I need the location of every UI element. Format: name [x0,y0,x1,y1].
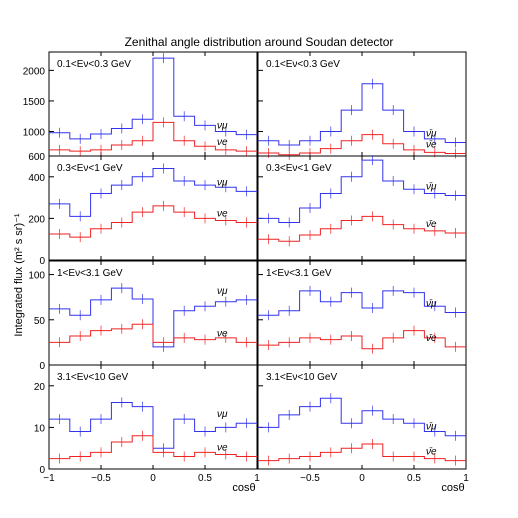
series-line-numu [49,57,257,140]
series-label: νe [217,209,228,220]
x-tick-label: −0.5 [91,473,111,484]
y-tick-label: 100 [28,271,45,282]
y-tick-label: 400 [28,173,45,184]
y-axis-label: Integrated flux (m² s sr)⁻¹ [13,213,25,337]
x-tick-label: 0 [359,473,365,484]
panel-energy-label: 0.3<Eν<1 GeV [266,163,332,174]
panel-row2-right: ν̄μ ν̄e 0.3<Eν<1 GeV [257,155,467,261]
x-axis-group: −1 −0.5 0 0.5 1 −0.5 0 0.5 1 [43,473,469,484]
y-tick-label: 20 [34,382,46,393]
series-line-numu [258,397,466,437]
series-line-numu [258,290,466,316]
x-axis-label-left: cosθ [232,482,255,494]
series-line-numu [49,167,257,217]
panel-row1-left: 600 1000 1500 2000 νμ νe 0.1<Eν<0.3 GeV [23,51,258,163]
x-tick-label: 0 [150,473,156,484]
series-line-nue [49,435,257,460]
series-line-nue [49,121,257,152]
x-tick-label: −0.5 [300,473,320,484]
series-line-nue [49,205,257,238]
y-tick-label: 0 [39,361,45,372]
panel-energy-label: 3.1<Eν<10 GeV [57,372,128,383]
series-label: ν̄μ [426,299,437,310]
panel-row3-right: ν̄μ ν̄e 1<Eν<3.1 GeV [257,260,467,366]
y-tick-label: 2000 [23,66,46,77]
panel-energy-label: 1<Eν<3.1 GeV [57,268,123,279]
panel-row3-left: 0 50 100 νμ νe 1<Eν<3.1 GeV [28,260,258,372]
series-line-nue [49,323,257,343]
series-label: ν̄e [426,447,437,458]
series-label: νe [217,137,228,148]
series-label: ν̄e [426,333,437,344]
series-label: ν̄μ [426,422,437,433]
series-label: νμ [217,409,228,420]
panel-energy-label: 3.1<Eν<10 GeV [266,372,337,383]
y-tick-label: 600 [28,152,45,163]
series-label: ν̄e [426,140,437,151]
series-line-nue [258,330,466,350]
panel-energy-label: 0.3<Eν<1 GeV [57,163,123,174]
series-label: νe [217,328,228,339]
x-tick-label: 0.5 [198,473,212,484]
series-label: νe [217,443,228,454]
y-tick-label: 0 [39,256,45,267]
x-tick-label: −1 [43,473,55,484]
x-tick-label: 0.5 [407,473,421,484]
x-axis-label-right: cosθ [441,482,464,494]
panel-row4-right: ν̄μ ν̄e 3.1<Eν<10 GeV [257,364,467,470]
panel-energy-label: 0.1<Eν<0.3 GeV [266,59,340,70]
x-tick-label: 1 [254,473,260,484]
series-line-nue [258,215,466,242]
series-label: νμ [217,121,228,132]
y-tick-label: 1000 [23,128,46,139]
x-tick-label: 1 [463,473,469,484]
panel-energy-label: 1<Eν<3.1 GeV [266,268,332,279]
series-line-nue [258,443,466,462]
series-line-nue [258,134,466,156]
series-line-numu [49,287,257,348]
panel-row2-left: 0 200 400 νμ νe 0.3<Eν<1 GeV [28,155,258,267]
series-label: ν̄e [426,219,437,230]
panel-row4-left: 0 10 20 νμ νe 3.1<Eν<10 GeV [34,364,258,476]
y-tick-label: 0 [39,465,45,476]
figure-title: Zenithal angle distribution around Souda… [125,35,394,49]
series-label: ν̄μ [426,182,437,193]
panel-row1-right: ν̄μν̄e 0.1<Eν<0.3 GeV [257,51,467,160]
y-tick-label: 50 [34,316,46,327]
series-label: ν̄μ [426,129,437,140]
series-line-numu [258,159,466,224]
series-line-numu [49,401,257,449]
y-tick-label: 10 [34,423,46,434]
series-line-numu [258,83,466,146]
series-label: νμ [217,286,228,297]
series-label: νμ [217,177,228,188]
y-tick-label: 1500 [23,97,46,108]
y-tick-label: 200 [28,214,45,225]
panel-energy-label: 0.1<Eν<0.3 GeV [57,59,131,70]
